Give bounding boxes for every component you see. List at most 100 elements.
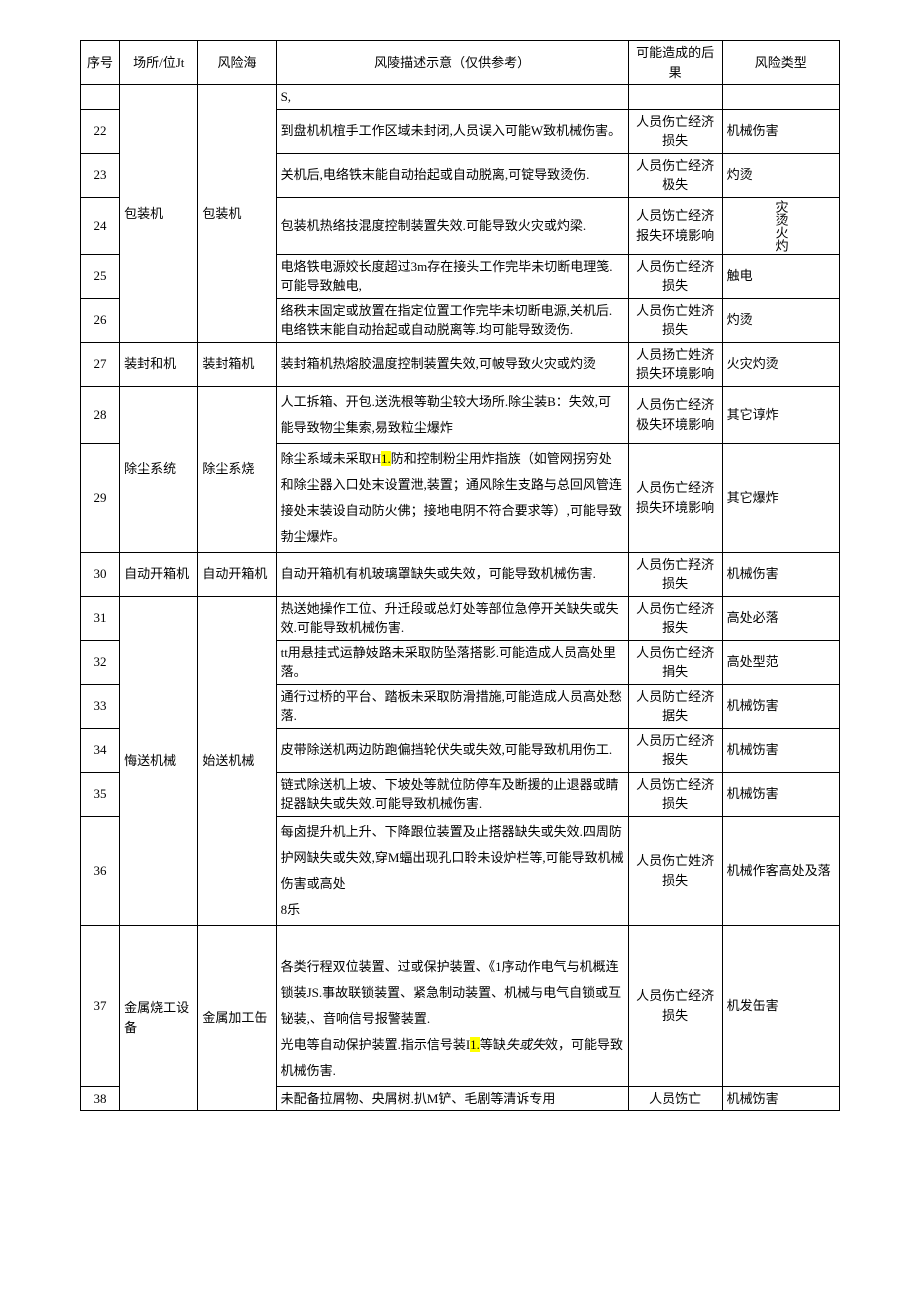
cell-seq: 29 bbox=[81, 443, 120, 552]
cell-type: 触电 bbox=[722, 254, 839, 298]
cell-seq: 32 bbox=[81, 640, 120, 684]
highlight: 1. bbox=[470, 1037, 480, 1052]
cell-cons: 人员伤亡经济报失 bbox=[628, 596, 722, 640]
cell-seq: 30 bbox=[81, 552, 120, 596]
cell-src: 除尘系烧 bbox=[198, 386, 276, 552]
cell-seq: 27 bbox=[81, 342, 120, 386]
cell-place: 装封和机 bbox=[120, 342, 198, 386]
table-row: 30 自动开箱机 自动开箱机 自动开箱机有机玻璃罩缺失或失效，可能导致机械伤害.… bbox=[81, 552, 840, 596]
cell-cons: 人员伤亡经济损失 bbox=[628, 925, 722, 1086]
cell-cons: 人员扬亡姓济损失环境影响 bbox=[628, 342, 722, 386]
cell-type: 其它谆炸 bbox=[722, 386, 839, 443]
highlight: 1. bbox=[381, 451, 391, 466]
cell-seq: 23 bbox=[81, 153, 120, 197]
cell-desc: 到盘机机椬手工作区域未封闭,人员误入可能W致机械伤害。 bbox=[276, 109, 628, 153]
col-cons: 可能造成的后果 bbox=[628, 41, 722, 85]
cell-seq: 33 bbox=[81, 684, 120, 728]
cell-cons: 人员伤亡经济损失 bbox=[628, 109, 722, 153]
cell-cons: 人员伤亡经济捐失 bbox=[628, 640, 722, 684]
cell-seq: 34 bbox=[81, 728, 120, 772]
table-row: 31 悔送机械 始送机械 热送她操作工位、升迁段或总灯处等部位急停开关缺失或失效… bbox=[81, 596, 840, 640]
cell-src: 金属加工缶 bbox=[198, 925, 276, 1111]
cell-cons: 人员伤亡经济损失环境影响 bbox=[628, 443, 722, 552]
cell-desc: 除尘系域未采取H1.防和控制粉尘用炸指族（如管网拐穷处和除尘器入口处末设置泄,装… bbox=[276, 443, 628, 552]
col-place: 场所/位Jt bbox=[120, 41, 198, 85]
cell-desc: S, bbox=[276, 85, 628, 110]
cell-src: 包装机 bbox=[198, 85, 276, 343]
cell-cons: 人员历亡经济报失 bbox=[628, 728, 722, 772]
col-desc: 风陵描述示意（仅供参考） bbox=[276, 41, 628, 85]
cell-desc: tt用悬挂式运静妓路未采取防坠落搭影.可能造成人员高处里落。 bbox=[276, 640, 628, 684]
cell-seq: 26 bbox=[81, 298, 120, 342]
cell-type: 机械伤害 bbox=[722, 552, 839, 596]
cell-type: 灾烫火灼 bbox=[722, 197, 839, 254]
col-seq: 序号 bbox=[81, 41, 120, 85]
cell-type: 高处型范 bbox=[722, 640, 839, 684]
cell-seq: 22 bbox=[81, 109, 120, 153]
cell-place: 包装机 bbox=[120, 85, 198, 343]
cell-type: 机械饬害 bbox=[722, 728, 839, 772]
cell-desc: 装封箱机热熔胶温度控制装置失效,可帔导致火灾或灼烫 bbox=[276, 342, 628, 386]
table-row: 27 装封和机 装封箱机 装封箱机热熔胶温度控制装置失效,可帔导致火灾或灼烫 人… bbox=[81, 342, 840, 386]
cell-desc: 未配备拉屑物、央屑树.扒M铲、毛剧等清诉专用 bbox=[276, 1086, 628, 1111]
cell-seq: 38 bbox=[81, 1086, 120, 1111]
table-row: 37 金属烧工设备 金属加工缶 各类行程双位装置、过或保护装置、《1序动作电气与… bbox=[81, 925, 840, 1086]
table-row: 包装机 包装机 S, bbox=[81, 85, 840, 110]
cell-type: 机械伤害 bbox=[722, 109, 839, 153]
cell-cons: 人员饬亡经济损失 bbox=[628, 772, 722, 816]
cell-seq: 37 bbox=[81, 925, 120, 1086]
cell-seq: 28 bbox=[81, 386, 120, 443]
cell-type: 机发缶害 bbox=[722, 925, 839, 1086]
cell-seq: 35 bbox=[81, 772, 120, 816]
cell-type: 机械饬害 bbox=[722, 684, 839, 728]
cell-cons: 人员伤亡经济损失 bbox=[628, 254, 722, 298]
cell-place: 除尘系统 bbox=[120, 386, 198, 552]
cell-desc: 关机后,电络铁末能自动抬起或自动脱离,可锭导致烫伤. bbox=[276, 153, 628, 197]
cell-desc: 各类行程双位装置、过或保护装置、《1序动作电气与机概连锁装JS.事故联锁装置、紧… bbox=[276, 925, 628, 1086]
cell-type: 机械饬害 bbox=[722, 772, 839, 816]
cell-cons: 人员伤亡姓济损失 bbox=[628, 298, 722, 342]
cell-desc: 人工拆箱、开包.送洗根等勒尘较大场所.除尘装B：失效,可能导致物尘集索,易致粒尘… bbox=[276, 386, 628, 443]
header-row: 序号 场所/位Jt 风险海 风陵描述示意（仅供参考） 可能造成的后果 风险类型 bbox=[81, 41, 840, 85]
cell-type: 其它爆炸 bbox=[722, 443, 839, 552]
col-type: 风险类型 bbox=[722, 41, 839, 85]
cell-desc: 皮带除送机两边防跑偏挡轮伏失或失效,可能导致机用伤工. bbox=[276, 728, 628, 772]
cell-desc: 链式除送机上坡、下坡处等就位防停车及断援的止退器或睛捉器缺失或失效.可能导致机械… bbox=[276, 772, 628, 816]
cell-seq: 25 bbox=[81, 254, 120, 298]
cell-type: 机械饬害 bbox=[722, 1086, 839, 1111]
cell-place: 自动开箱机 bbox=[120, 552, 198, 596]
cell-cons: 人员伤亡羟济损失 bbox=[628, 552, 722, 596]
cell-desc: 包装机热络技混度控制装置失效.可能导致火灾或灼梁. bbox=[276, 197, 628, 254]
risk-table: 序号 场所/位Jt 风险海 风陵描述示意（仅供参考） 可能造成的后果 风险类型 … bbox=[80, 40, 840, 1111]
col-src: 风险海 bbox=[198, 41, 276, 85]
cell-cons: 人员伤亡经济极失 bbox=[628, 153, 722, 197]
cell-seq: 31 bbox=[81, 596, 120, 640]
cell-desc: 电烙铁电源姣长度超过3m存在接头工作完毕未切断电理笺.可能导致触电, bbox=[276, 254, 628, 298]
cell-desc: 通行过桥的平台、踏板未采取防滑措施,可能造成人员高处愁落. bbox=[276, 684, 628, 728]
cell-seq: 24 bbox=[81, 197, 120, 254]
cell-src: 始送机械 bbox=[198, 596, 276, 925]
cell-desc: 每卤提升机上升、下降跟位装置及止搭器缺失或失效.四周防护网缺失或失效,穿M蝠出现… bbox=[276, 816, 628, 925]
cell-desc: 络秩末固定或放置在指定位置工作完毕未切断电源,关机后.电络铁末能自动抬起或自动脱… bbox=[276, 298, 628, 342]
cell-seq: 36 bbox=[81, 816, 120, 925]
cell-cons: 人员伤亡姓济损失 bbox=[628, 816, 722, 925]
cell-cons: 人员伤亡经济极失环境影响 bbox=[628, 386, 722, 443]
cell-desc: 自动开箱机有机玻璃罩缺失或失效，可能导致机械伤害. bbox=[276, 552, 628, 596]
cell-place: 悔送机械 bbox=[120, 596, 198, 925]
cell-type: 火灾灼烫 bbox=[722, 342, 839, 386]
cell-seq bbox=[81, 85, 120, 110]
table-row: 28 除尘系统 除尘系烧 人工拆箱、开包.送洗根等勒尘较大场所.除尘装B：失效,… bbox=[81, 386, 840, 443]
cell-src: 装封箱机 bbox=[198, 342, 276, 386]
cell-src: 自动开箱机 bbox=[198, 552, 276, 596]
cell-desc: 热送她操作工位、升迁段或总灯处等部位急停开关缺失或失效.可能导致机械伤害. bbox=[276, 596, 628, 640]
cell-place: 金属烧工设备 bbox=[120, 925, 198, 1111]
cell-type: 高处必落 bbox=[722, 596, 839, 640]
cell-cons: 人员饬亡经济报失环境影响 bbox=[628, 197, 722, 254]
cell-cons: 人员防亡经济据失 bbox=[628, 684, 722, 728]
cell-cons: 人员饬亡 bbox=[628, 1086, 722, 1111]
cell-cons bbox=[628, 85, 722, 110]
cell-type: 机械作客高处及落 bbox=[722, 816, 839, 925]
cell-type bbox=[722, 85, 839, 110]
cell-type: 灼烫 bbox=[722, 153, 839, 197]
cell-type: 灼烫 bbox=[722, 298, 839, 342]
